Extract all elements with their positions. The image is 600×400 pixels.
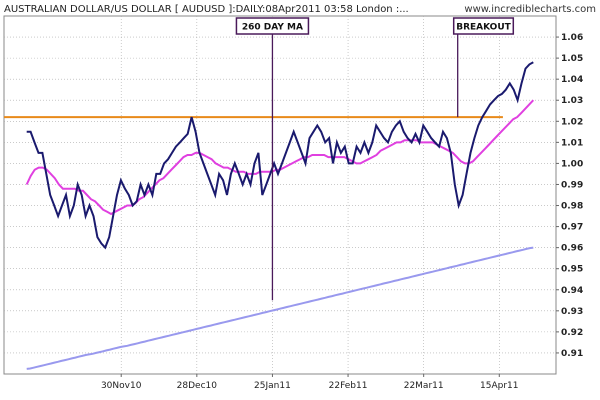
y-tick-label: 0.91 xyxy=(561,349,583,359)
y-tick-label: 0.94 xyxy=(561,286,583,296)
source-url: www.incrediblecharts.com xyxy=(464,4,596,15)
annotation-box xyxy=(235,17,310,35)
y-tick-label: 1.05 xyxy=(561,54,583,64)
plot-area xyxy=(3,15,557,375)
y-tick-label: 1.01 xyxy=(561,138,583,148)
price-line xyxy=(26,61,534,250)
y-tick-label: 0.97 xyxy=(561,223,583,233)
annotation-label: 260 DAY MA xyxy=(242,23,303,33)
y-tick-label: 1.03 xyxy=(561,96,583,106)
annotation-box xyxy=(452,17,515,35)
y-tick-label: 1.02 xyxy=(561,117,583,127)
x-axis: 30Nov10 28Dec10 25Jan11 22Feb11 22Mar11 15Apr… xyxy=(101,374,519,391)
y-tick-label: 1.04 xyxy=(561,75,583,85)
x-tick-label: 25Jan11 xyxy=(254,381,291,391)
x-tick-label: 22Mar11 xyxy=(404,381,444,391)
chart-title: AUSTRALIAN DOLLAR/US DOLLAR [ AUDUSD ]:D… xyxy=(4,4,409,15)
y-tick-label: 0.95 xyxy=(561,265,583,275)
x-tick-label: 22Feb11 xyxy=(329,381,368,391)
y-tick-label: 1.00 xyxy=(561,159,583,169)
y-tick-label: 0.92 xyxy=(561,328,583,338)
x-tick-label: 30Nov10 xyxy=(101,381,142,391)
x-tick-label: 28Dec10 xyxy=(177,381,218,391)
annotations: 260 DAY MA BREAKOUT xyxy=(235,17,515,301)
y-axis: 0.91 0.92 0.93 0.94 0.95 0.96 0.97 0.98 0.99 1.00… xyxy=(556,33,583,359)
y-tick-label: 0.98 xyxy=(561,202,583,212)
ma-260-line xyxy=(26,246,534,370)
y-tick-label: 0.96 xyxy=(561,244,583,254)
annotation-label: BREAKOUT xyxy=(456,23,511,33)
y-tick-label: 0.93 xyxy=(561,307,583,317)
x-tick-label: 15Apr11 xyxy=(480,381,518,391)
y-tick-label: 1.06 xyxy=(561,33,583,43)
y-tick-label: 0.99 xyxy=(561,180,583,190)
